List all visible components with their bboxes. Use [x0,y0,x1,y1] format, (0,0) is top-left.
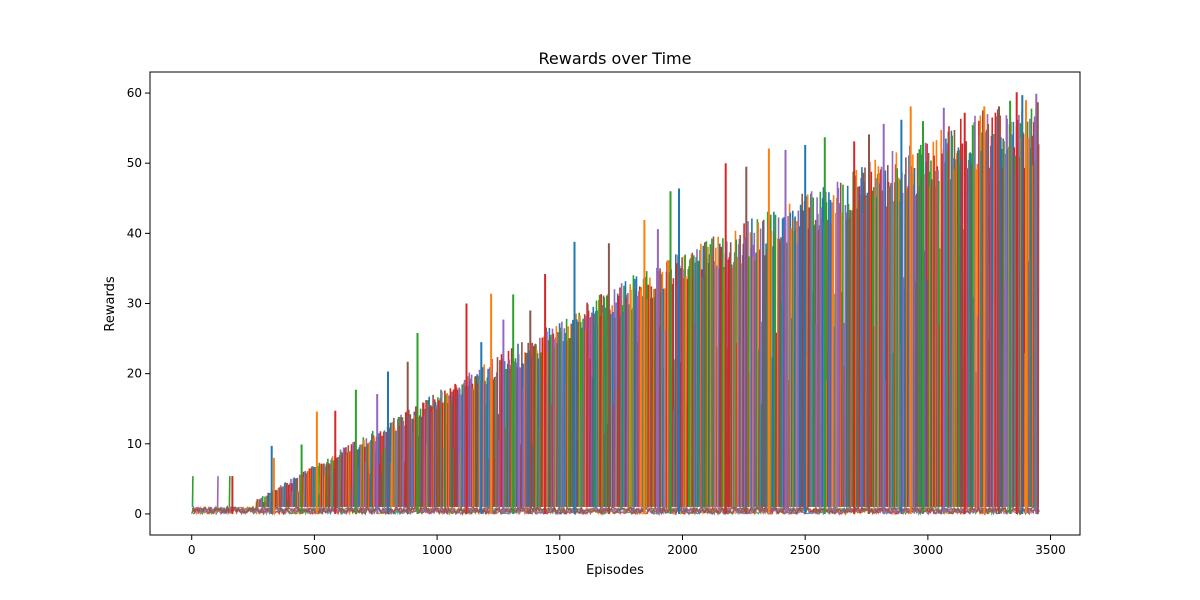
y-tick-label: 50 [127,156,142,170]
x-tick-label: 1500 [545,543,576,557]
y-tick-label: 0 [134,507,142,521]
plot-frame [149,71,1081,536]
chart-title: Rewards over Time [539,49,692,68]
y-axis-ticks: 0 10 20 30 40 50 60 [127,86,150,521]
y-tick-label: 20 [127,367,142,381]
x-axis-ticks: 0 500 1000 1500 2000 2500 3000 3500 [188,535,1066,557]
y-axis-label: Rewards [103,276,118,331]
baseline-noise-5 [192,504,1040,517]
x-tick-label: 1000 [422,543,453,557]
x-tick-label: 3500 [1035,543,1066,557]
y-tick-label: 30 [127,297,142,311]
x-tick-label: 500 [303,543,326,557]
x-tick-label: 2000 [667,543,698,557]
x-tick-label: 2500 [790,543,821,557]
plot-area [191,92,1040,517]
x-tick-label: 3000 [913,543,944,557]
y-tick-label: 10 [127,437,142,451]
y-tick-label: 60 [127,86,142,100]
x-axis-label: Episodes [586,563,644,578]
y-tick-label: 40 [127,226,142,240]
x-tick-label: 0 [188,543,196,557]
